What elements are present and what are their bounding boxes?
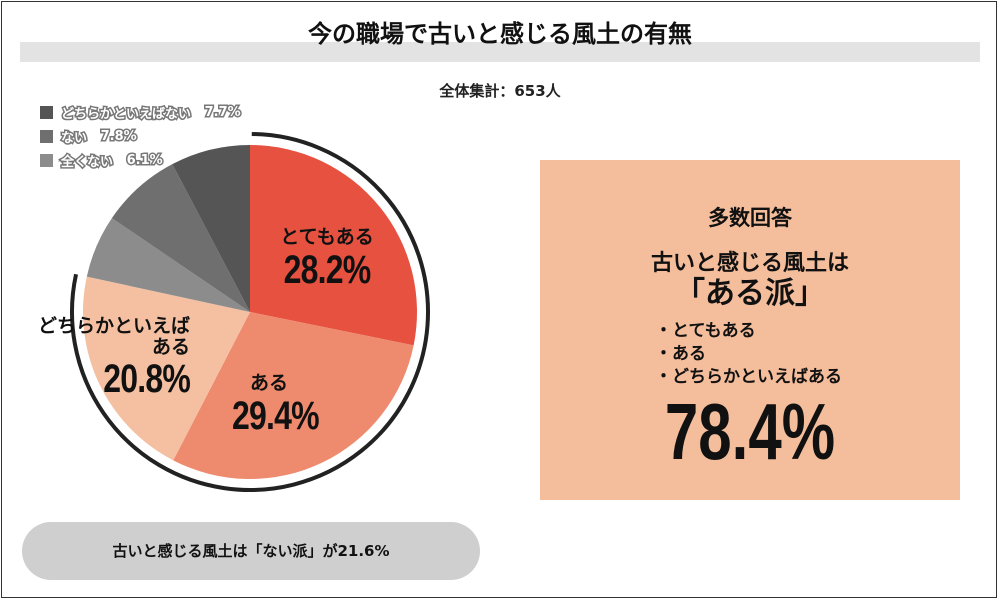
pie-slice xyxy=(82,276,250,461)
summary-list-item: ・どちらかといえばある xyxy=(655,367,842,387)
summary-box: 多数回答 古いと感じる風土は 「ある派」 ・とてもある ・ある ・どちらかといえ… xyxy=(540,160,960,500)
legend-swatch xyxy=(40,105,53,119)
legend-label: 全くない xyxy=(59,153,114,171)
legend-swatch xyxy=(40,129,53,143)
summary-list: ・とてもある ・ある ・どちらかといえばある xyxy=(655,320,842,389)
legend-value: 7.7% xyxy=(203,103,242,121)
legend-swatch xyxy=(40,153,53,167)
slice-label-dochiraka-aru: どちらかといえば ある 20.8% xyxy=(30,315,191,401)
summary-list-item: ・ある xyxy=(655,344,706,364)
pie-slice xyxy=(172,145,250,312)
pie-slice xyxy=(111,164,251,312)
group-bracket-arc xyxy=(70,132,430,492)
slice-label-name: ある xyxy=(250,372,289,394)
legend-item: どちらかといえばない 7.7% xyxy=(40,100,242,124)
total-count: 全体集計：653人 xyxy=(439,82,561,100)
title-bar xyxy=(20,42,980,62)
summary-line: 古いと感じる風土は xyxy=(650,251,849,276)
legend-value: 7.8% xyxy=(99,127,138,145)
legend-value: 6.1% xyxy=(125,151,164,169)
legend-item: ない 7.8% xyxy=(40,124,241,148)
slice-label-value: 28.2% xyxy=(283,248,372,292)
pie-slice xyxy=(86,218,250,312)
slice-label-name: ある xyxy=(151,336,190,358)
chart-title: 今の職場で古いと感じる風土の有無 xyxy=(308,20,692,48)
slice-label-name: どちらかといえば xyxy=(37,315,190,337)
summary-group: 「ある派」 xyxy=(675,276,825,311)
pie-slice xyxy=(250,145,418,346)
pie-slice xyxy=(173,312,414,479)
legend-label: どちらかといえばない xyxy=(59,105,192,123)
legend-label: ない xyxy=(59,129,88,147)
summary-heading: 多数回答 xyxy=(708,206,792,230)
legend-item: 全くない 6.1% xyxy=(40,148,241,172)
legend: どちらかといえばない 7.7% ない 7.8% 全くない 6.1% xyxy=(40,100,242,172)
footer-pill: 古いと感じる風土は「ない派」が21.6% xyxy=(22,522,480,580)
slice-label-aru: ある 29.4% xyxy=(232,368,352,437)
summary-percent: 78.4% xyxy=(664,387,836,476)
summary-list-item: ・とてもある xyxy=(655,321,756,341)
slice-label-value: 29.4% xyxy=(232,394,320,438)
slice-label-value: 20.8% xyxy=(103,357,191,401)
slice-label-name: とてもある xyxy=(280,226,374,248)
slice-label-totemo-aru: とてもある 28.2% xyxy=(262,222,392,291)
